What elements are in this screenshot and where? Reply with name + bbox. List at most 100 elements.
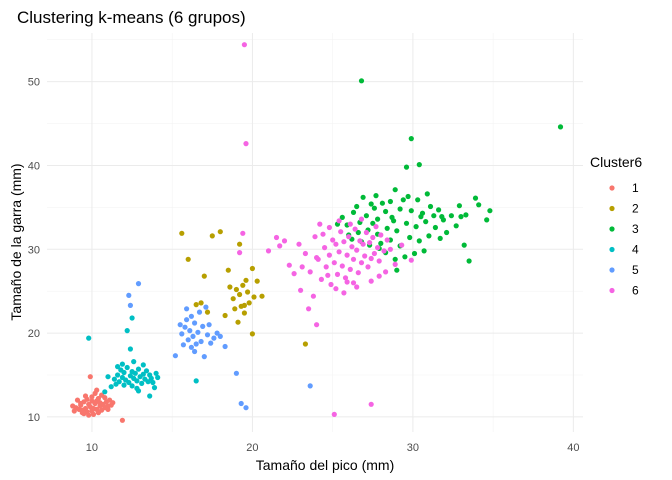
point-cluster-4 <box>140 362 146 368</box>
point-cluster-1 <box>102 395 108 401</box>
point-cluster-4 <box>126 379 132 386</box>
point-cluster-4 <box>115 372 121 378</box>
point-cluster-6 <box>383 269 389 275</box>
point-cluster-2 <box>185 256 191 262</box>
point-cluster-3 <box>371 205 377 211</box>
point-cluster-5 <box>127 302 133 308</box>
point-cluster-3 <box>458 214 464 220</box>
point-cluster-5 <box>172 353 178 359</box>
point-cluster-5 <box>203 304 209 310</box>
point-cluster-4 <box>145 379 151 385</box>
point-cluster-4 <box>135 366 142 372</box>
point-cluster-1 <box>87 374 93 380</box>
point-cluster-6 <box>355 270 361 276</box>
point-cluster-4 <box>127 346 133 352</box>
x-tick-label: 10 <box>86 442 98 454</box>
point-cluster-3 <box>463 212 469 218</box>
point-cluster-6 <box>317 221 323 227</box>
point-cluster-3 <box>484 217 490 223</box>
point-cluster-5 <box>188 313 194 319</box>
point-cluster-1 <box>82 393 89 399</box>
point-cluster-3 <box>431 213 437 219</box>
point-cluster-3 <box>439 214 445 220</box>
point-cluster-6 <box>373 224 379 230</box>
point-cluster-5 <box>206 322 212 328</box>
point-cluster-6 <box>376 258 382 264</box>
point-cluster-1 <box>89 394 95 400</box>
point-cluster-4 <box>124 364 130 371</box>
point-cluster-4 <box>108 384 114 390</box>
point-cluster-3 <box>368 201 374 207</box>
point-cluster-6 <box>314 322 320 328</box>
legend-label-1: 1 <box>632 181 639 195</box>
point-cluster-1 <box>70 403 76 409</box>
point-cluster-4 <box>132 370 138 376</box>
point-cluster-4 <box>111 376 117 382</box>
point-cluster-6 <box>265 248 272 254</box>
point-cluster-6 <box>367 240 373 246</box>
point-cluster-1 <box>74 397 81 403</box>
point-cluster-6 <box>370 234 376 241</box>
point-cluster-1 <box>86 412 92 418</box>
point-cluster-3 <box>456 203 462 209</box>
point-cluster-4 <box>129 315 135 321</box>
point-cluster-2 <box>225 267 231 273</box>
legend-title: Cluster6 <box>590 154 642 170</box>
point-cluster-4 <box>105 374 111 380</box>
point-cluster-3 <box>426 233 432 239</box>
point-cluster-6 <box>368 278 374 284</box>
point-cluster-6 <box>338 229 344 235</box>
point-cluster-3 <box>403 220 410 226</box>
point-cluster-4 <box>153 370 159 376</box>
legend-label-5: 5 <box>632 263 639 277</box>
point-cluster-6 <box>307 269 313 275</box>
point-cluster-4 <box>151 385 158 391</box>
point-cluster-2 <box>302 341 308 347</box>
point-cluster-6 <box>240 230 246 236</box>
point-cluster-6 <box>354 247 360 253</box>
point-cluster-2 <box>179 230 185 236</box>
point-cluster-3 <box>400 197 406 203</box>
point-cluster-5 <box>193 341 199 347</box>
point-cluster-3 <box>418 214 424 220</box>
point-cluster-1 <box>97 400 103 406</box>
legend-label-3: 3 <box>632 222 639 236</box>
point-cluster-3 <box>392 187 398 193</box>
point-cluster-6 <box>347 221 353 227</box>
point-cluster-5 <box>184 317 190 323</box>
y-tick-label: 30 <box>28 244 40 256</box>
point-cluster-6 <box>334 271 341 277</box>
point-cluster-3 <box>416 238 422 244</box>
point-cluster-5 <box>182 324 188 330</box>
point-cluster-3 <box>437 235 443 241</box>
point-cluster-6 <box>328 281 334 288</box>
point-cluster-5 <box>179 331 185 337</box>
y-axis-title: Tamaño de la garra (mm) <box>8 163 24 320</box>
point-cluster-5 <box>204 332 211 338</box>
legend-swatch-4 <box>609 246 615 253</box>
point-cluster-4 <box>131 359 137 365</box>
point-cluster-3 <box>416 162 422 168</box>
point-cluster-1 <box>95 395 101 402</box>
point-cluster-3 <box>384 225 390 231</box>
point-cluster-3 <box>405 193 411 200</box>
point-cluster-2 <box>204 309 211 315</box>
point-cluster-6 <box>352 226 358 232</box>
point-cluster-6 <box>243 141 249 147</box>
point-cluster-4 <box>124 328 130 334</box>
point-cluster-5 <box>198 338 204 345</box>
point-cluster-2 <box>209 233 215 239</box>
point-cluster-6 <box>330 237 336 243</box>
point-cluster-2 <box>245 289 251 295</box>
point-cluster-2 <box>249 265 255 272</box>
point-cluster-4 <box>143 368 150 374</box>
point-cluster-5 <box>135 281 142 287</box>
point-cluster-3 <box>408 136 414 142</box>
point-cluster-1 <box>89 398 95 404</box>
point-cluster-2 <box>254 278 260 284</box>
point-cluster-5 <box>238 400 244 407</box>
point-cluster-6 <box>365 264 371 270</box>
point-cluster-5 <box>196 309 203 315</box>
point-cluster-5 <box>201 354 207 360</box>
point-cluster-3 <box>466 258 472 264</box>
